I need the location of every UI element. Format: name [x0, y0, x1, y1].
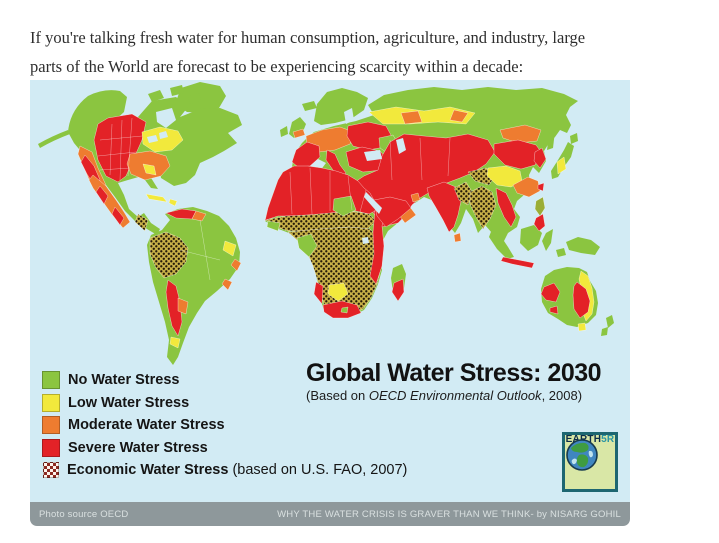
legend-swatch-no-stress	[42, 371, 60, 390]
map-subtitle: (Based on OECD Environmental Outlook, 20…	[306, 388, 583, 403]
earth5r-logo: EARTH5R	[562, 432, 618, 492]
intro-line-2: parts of the World are forecast to be ex…	[30, 56, 524, 76]
legend-label: Economic Water Stress (based on U.S. FAO…	[67, 462, 408, 479]
legend-swatch-low-stress	[42, 393, 60, 412]
photo-source-credit: Photo source OECD	[39, 508, 129, 520]
world-map	[30, 80, 630, 502]
legend-item-severe-stress: Severe Water Stress	[42, 437, 407, 460]
map-title: Global Water Stress: 2030	[306, 359, 602, 387]
lakes	[147, 108, 369, 244]
article-title-credit: WHY THE WATER CRISIS IS GRAVER THAN WE T…	[277, 508, 621, 520]
legend-swatch-economic-stress	[43, 462, 59, 479]
legend-label: Moderate Water Stress	[68, 417, 225, 434]
world-map-area: No Water Stress Low Water Stress Moderat…	[30, 80, 630, 502]
legend-item-low-stress: Low Water Stress	[42, 392, 407, 415]
map-title-block: Global Water Stress: 2030 (Based on OECD…	[306, 360, 622, 403]
map-legend: No Water Stress Low Water Stress Moderat…	[42, 369, 407, 482]
intro-paragraph: If you're talking fresh water for human …	[30, 23, 698, 81]
intro-line-1: If you're talking fresh water for human …	[30, 27, 586, 47]
water-stress-infographic: No Water Stress Low Water Stress Moderat…	[30, 80, 630, 526]
legend-label: No Water Stress	[68, 372, 180, 389]
country-borders	[97, 117, 451, 281]
legend-label: Low Water Stress	[68, 394, 190, 411]
legend-label: Severe Water Stress	[68, 439, 208, 456]
legend-swatch-severe-stress	[42, 438, 60, 457]
legend-item-moderate-stress: Moderate Water Stress	[42, 414, 407, 437]
legend-swatch-moderate-stress	[42, 416, 60, 435]
globe-icon	[566, 439, 598, 471]
image-credit-bar: Photo source OECD WHY THE WATER CRISIS I…	[30, 502, 630, 526]
legend-item-economic-stress: Economic Water Stress (based on U.S. FAO…	[42, 459, 407, 482]
legend-item-no-stress: No Water Stress	[42, 369, 407, 392]
